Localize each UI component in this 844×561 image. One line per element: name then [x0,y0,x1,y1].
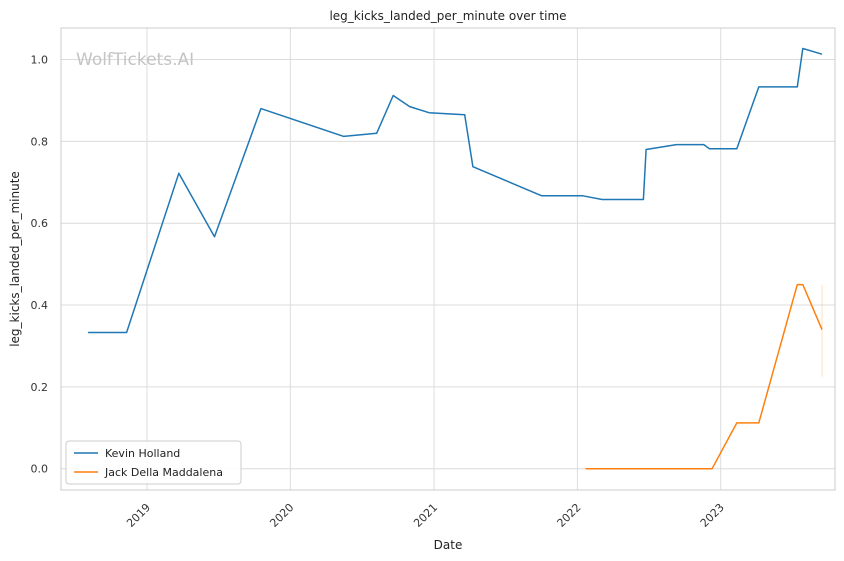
y-tick-label: 0.0 [31,463,49,476]
x-tick-label: 2021 [411,501,440,530]
x-tick-label: 2019 [124,501,153,530]
grid-lines [61,28,835,490]
legend-box [65,440,242,485]
y-tick-label: 0.2 [31,381,49,394]
y-axis-label: leg_kicks_landed_per_minute [8,171,22,347]
y-tick-label: 1.0 [31,54,49,67]
x-tick-label: 2022 [555,501,584,530]
x-tick-label: 2023 [698,501,727,530]
chart-title: leg_kicks_landed_per_minute over time [329,9,566,23]
plot-area [60,27,836,491]
x-tick-label: 2020 [267,501,296,530]
legend-label-jack-della-maddalena: Jack Della Maddalena [104,466,223,479]
x-axis-label: Date [434,538,463,552]
series-line-jack-della-maddalena [585,283,823,470]
y-tick-label: 0.4 [31,299,49,312]
y-tick-label: 0.8 [31,135,49,148]
y-tick-label: 0.6 [31,217,49,230]
series-lines [88,47,823,470]
legend: Kevin Holland Jack Della Maddalena [65,440,242,485]
legend-label-kevin-holland: Kevin Holland [105,447,180,460]
series-line-kevin-holland [88,47,823,334]
watermark-text: WolfTickets.AI [76,50,194,70]
